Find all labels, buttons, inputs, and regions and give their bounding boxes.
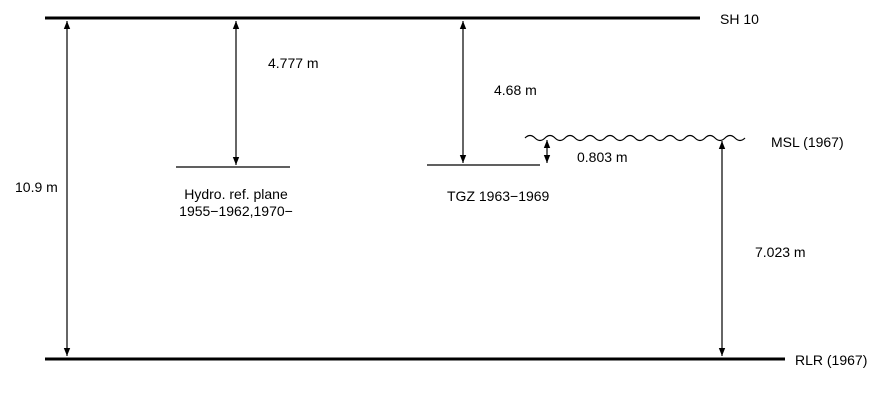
sh10-to-tgz-value: 4.68 m	[494, 82, 537, 98]
sh10-label: SH 10	[720, 11, 759, 27]
rlr-to-msl-value: 7.023 m	[755, 244, 806, 260]
tgz-label: TGZ 1963−1969	[447, 188, 550, 204]
total-height-value: 10.9 m	[15, 179, 58, 195]
msl-wavy-line	[524, 134, 746, 142]
msl-label: MSL (1967)	[771, 134, 844, 150]
hydro-ref-plane-years: 1955−1962,1970−	[179, 203, 293, 219]
hydro-ref-plane-label: Hydro. ref. plane	[184, 186, 288, 202]
tgz-to-msl-value: 0.803 m	[577, 149, 628, 165]
sh10-to-hydro-value: 4.777 m	[268, 55, 319, 71]
rlr-label: RLR (1967)	[795, 352, 867, 368]
